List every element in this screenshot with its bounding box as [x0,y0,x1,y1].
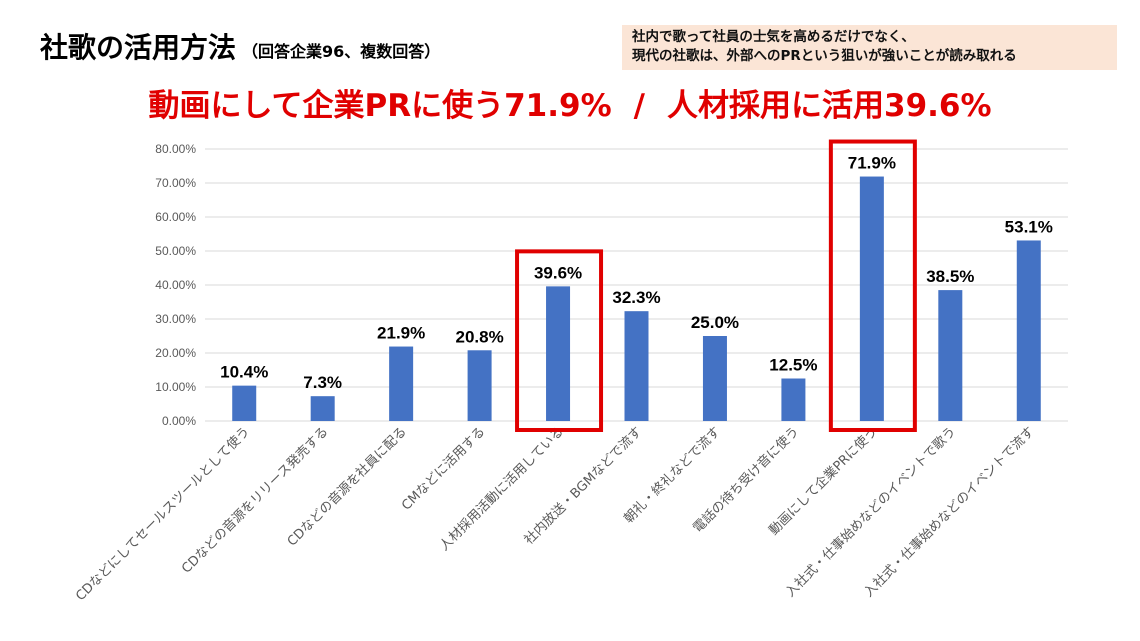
note-line: 社内で歌って社員の士気を高めるだけでなく、 [632,29,915,45]
y-tick-label: 60.00% [155,210,196,224]
bar [546,286,571,421]
x-tick-label: 人材採用活動に活用している [437,424,567,554]
x-tick-label: CDなどにしてセールスツールとして使う [73,424,254,605]
headline-left: 動画にして企業PRに使う71.9% [148,88,612,124]
y-tick-label: 40.00% [155,278,196,292]
note-box: 社内で歌って社員の士気を高めるだけでなく、 現代の社歌は、外部へのPRという狙い… [622,25,1117,70]
note-line: 現代の社歌は、外部へのPRという狙いが強いことが読み取れる [632,48,1017,64]
bar [232,385,257,421]
headline-right: 人材採用に活用39.6% [667,88,992,124]
bar [781,378,806,421]
page-title: 社歌の活用方法 （回答企業96、複数回答） [40,26,440,66]
data-label: 53.1% [1005,217,1053,236]
x-tick-label: 入社式・仕事始めなどのイベントで流す [861,424,1038,601]
bar [859,176,884,421]
y-tick-label: 80.00% [155,142,196,156]
data-label: 21.9% [377,324,425,343]
x-tick-label: 入社式・仕事始めなどのイベントで歌う [782,424,959,601]
data-label: 12.5% [769,356,817,375]
y-tick-label: 70.00% [155,176,196,190]
bar [310,396,335,421]
y-tick-label: 0.00% [162,414,196,428]
data-label: 32.3% [612,288,660,307]
headline: 動画にして企業PRに使う71.9% / 人材採用に活用39.6% [0,80,1140,125]
data-label: 39.6% [534,263,582,282]
y-tick-label: 20.00% [155,346,196,360]
bar [389,346,414,421]
title-text: 社歌の活用方法 [40,31,237,64]
data-label: 38.5% [926,267,974,286]
data-label: 10.4% [220,363,268,382]
bar [467,350,492,421]
highlight-box [515,249,604,432]
subtitle: （回答企業96、複数回答） [242,42,441,61]
headline-separator: / [633,88,645,124]
x-tick-label: CMなどに活用する [399,424,488,513]
bar [702,336,727,421]
highlight-box [828,139,917,432]
y-tick-label: 10.00% [155,380,196,394]
y-tick-label: 30.00% [155,312,196,326]
bar [938,290,963,421]
bar [624,311,649,421]
data-label: 7.3% [303,373,342,392]
data-label: 20.8% [455,327,503,346]
x-tick-label: CDなどの音源をリリース発売する [178,424,331,577]
data-label: 71.9% [848,154,896,173]
bar [1016,240,1041,421]
data-label: 25.0% [691,313,739,332]
y-tick-label: 50.00% [155,244,196,258]
